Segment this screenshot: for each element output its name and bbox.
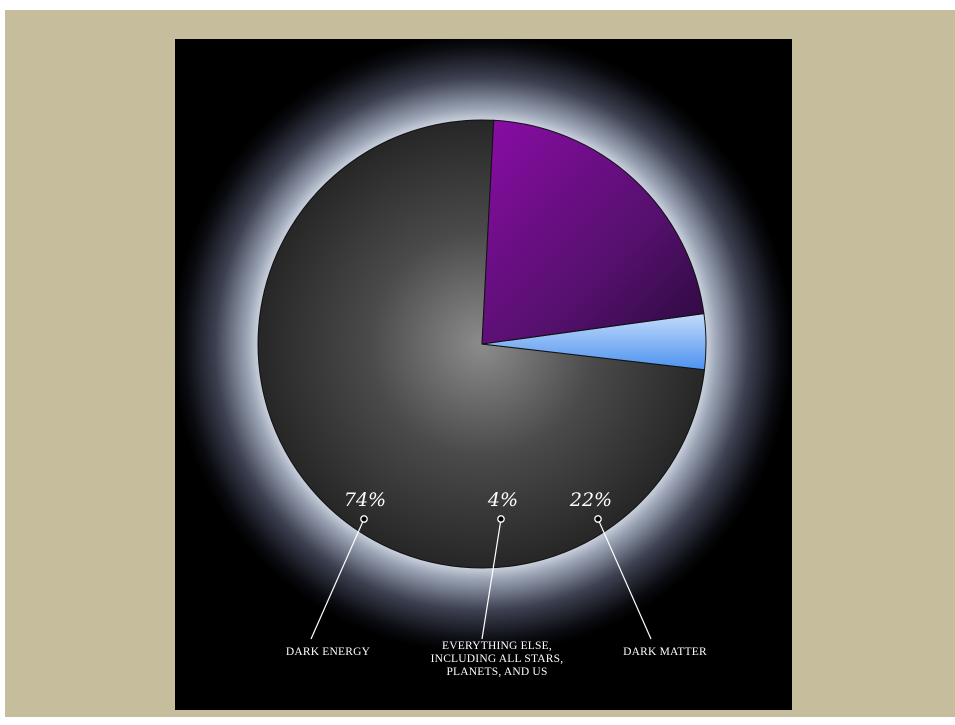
category-label-dark-energy: DARK ENERGY — [286, 646, 371, 658]
leader-line-dark-matter — [597, 518, 652, 640]
value-label-dark-matter: 22% — [569, 489, 612, 511]
slice-dark-matter — [481, 119, 705, 345]
leader-dot-everything-else — [497, 515, 505, 523]
value-label-everything-else: 4% — [487, 489, 518, 511]
chart-frame: 74% DARK ENERGY 4% EVERYTHING ELSE, INCLUDIN… — [5, 10, 955, 717]
leader-line-dark-energy — [310, 518, 365, 640]
pie-chart: 74% DARK ENERGY 4% EVERYTHING ELSE, INCLUDIN… — [175, 39, 792, 710]
slice-dark-energy — [257, 119, 706, 569]
leader-line-everything-else — [481, 518, 502, 640]
chart-panel: 74% DARK ENERGY 4% EVERYTHING ELSE, INCLUDIN… — [175, 39, 792, 710]
value-label-dark-energy: 74% — [344, 489, 386, 511]
category-label-dark-matter: DARK MATTER — [623, 646, 707, 658]
leader-dot-dark-energy — [360, 515, 368, 523]
category-label-everything-else: EVERYTHING ELSE, INCLUDING ALL STARS, PLAN… — [431, 640, 564, 678]
leader-dot-dark-matter — [594, 515, 602, 523]
